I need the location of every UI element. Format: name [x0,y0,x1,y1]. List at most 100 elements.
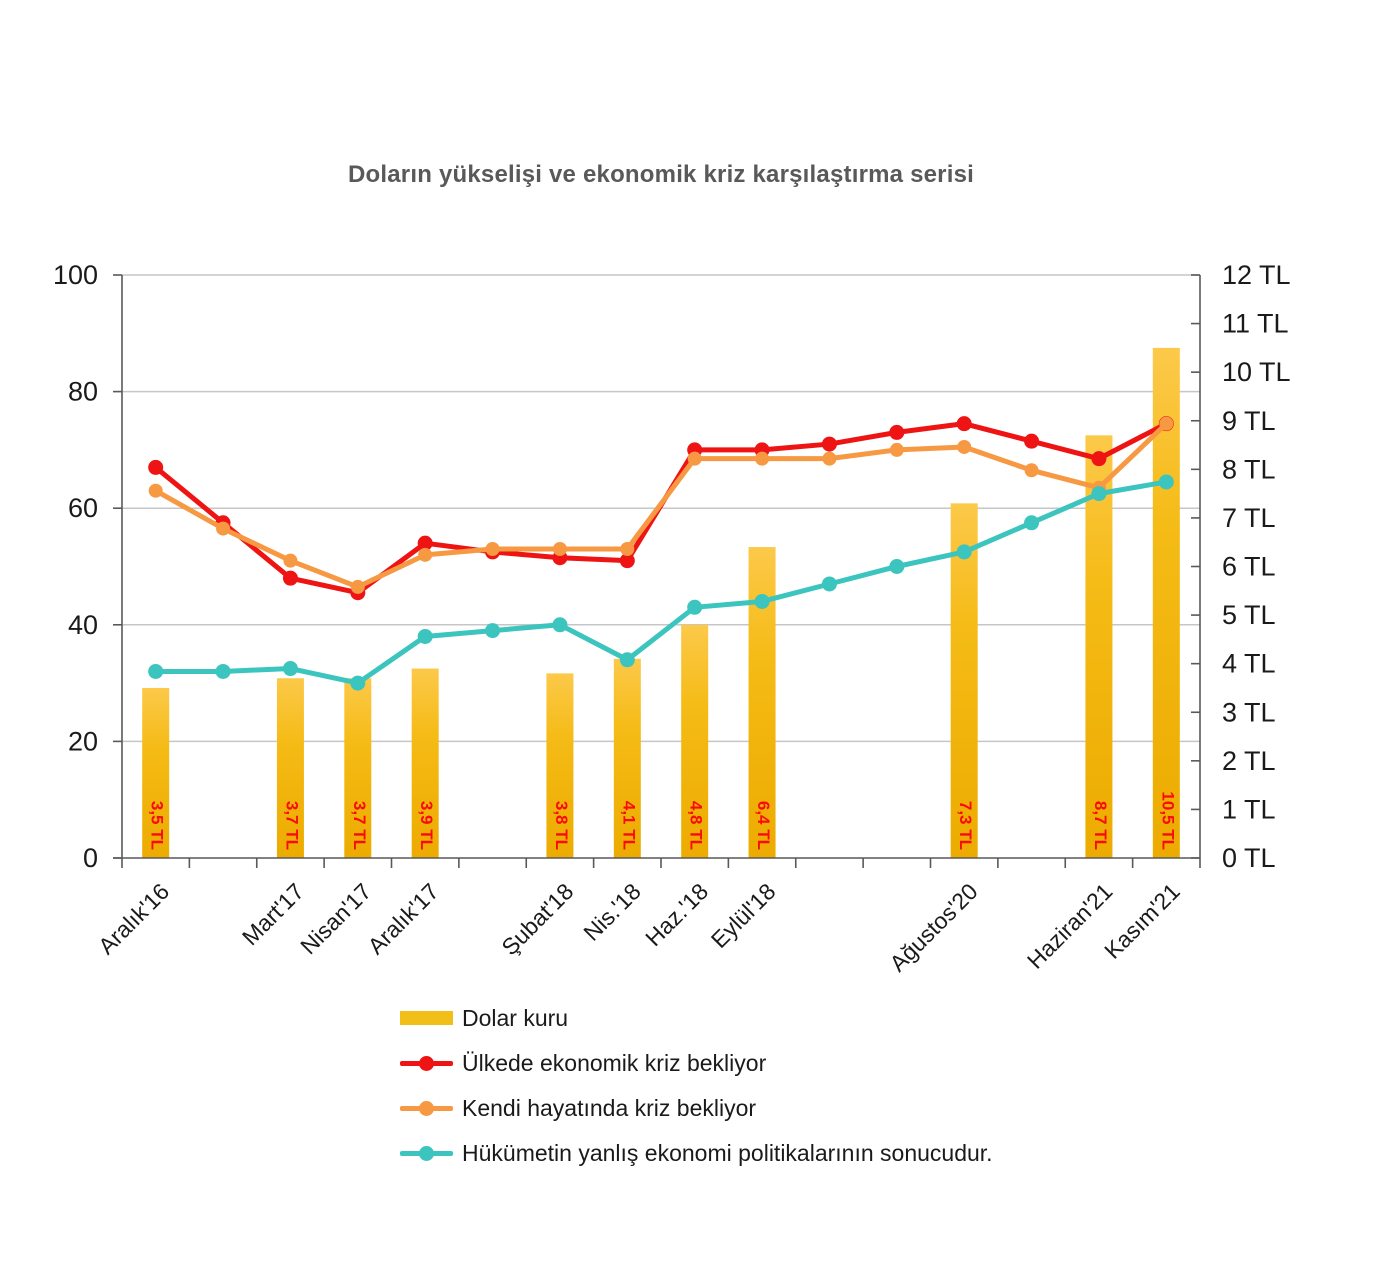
right-axis-tick-label: 3 TL [1222,697,1276,727]
marker-teal [821,576,837,592]
marker-red [956,416,972,432]
marker-teal [552,617,568,633]
bar-value-label: 7,3 TL [956,801,975,850]
bar-dolar-kuru [344,678,372,858]
marker-teal [889,559,905,574]
x-axis-category-label: Haziran'21 [1022,878,1118,974]
marker-teal [1158,474,1174,490]
marker-teal [619,652,635,668]
marker-red [1024,433,1040,449]
left-axis-tick-label: 0 [83,843,98,873]
bar-value-label: 3,9 TL [417,801,436,850]
marker-red [821,436,837,452]
right-axis-tick-label: 12 TL [1222,260,1291,290]
right-axis-tick-label: 4 TL [1222,649,1276,679]
marker-red [889,424,905,440]
x-axis-category-label: Aralık'17 [363,878,444,959]
marker-orange [1159,416,1174,431]
marker-teal [417,628,433,644]
bar-dolar-kuru [681,624,709,858]
legend-label: Hükümetin yanlış ekonomi politikalarının… [462,1139,993,1166]
marker-teal [148,663,164,679]
right-axis-tick-label: 7 TL [1222,503,1276,533]
x-axis-category-label: Nis.'18 [578,878,646,946]
bar-value-label: 3,5 TL [148,801,167,850]
marker-orange [889,442,904,457]
marker-orange [148,483,163,498]
right-axis-tick-label: 5 TL [1222,600,1276,630]
marker-orange [350,579,365,594]
bar-dolar-kuru [613,658,641,858]
marker-orange [957,439,972,454]
marker-orange [418,547,433,562]
marker-teal [1024,515,1040,531]
left-axis-tick-label: 20 [68,726,98,756]
chart-title: Doların yükselişi ve ekonomik kriz karşı… [348,161,974,188]
right-axis-tick-label: 10 TL [1222,357,1291,387]
x-axis-category-label: Haz.'18 [640,878,713,951]
bar-value-label: 4,1 TL [619,801,638,850]
bar-swatch-icon [400,1011,453,1025]
right-axis-tick-label: 0 TL [1222,843,1276,873]
x-axis-category-label: Ağustos'20 [884,878,982,976]
bar-value-label: 6,4 TL [754,801,773,850]
line-orange [153,421,1169,590]
legend-swatch-orange-line [400,1096,453,1120]
right-axis-tick-label: 6 TL [1222,552,1276,582]
marker-red [417,535,433,551]
left-axis-tick-label: 100 [53,260,98,290]
left-axis-tick-label: 60 [68,493,98,523]
marker-orange [283,553,298,568]
legend-item-dolar-kuru: Dolar kuru [400,1004,993,1031]
legend-label: Dolar kuru [462,1004,569,1031]
bar-value-label: 4,8 TL [687,801,706,850]
marker-red [1091,451,1107,467]
bar-dolar-kuru [411,668,439,858]
left-axis-tick-label: 80 [68,377,98,407]
bar-dolar-kuru [276,678,304,858]
bar-value-label: 8,7 TL [1091,801,1110,850]
marker-teal [282,661,298,677]
legend: Dolar kuru Ülkede ekonomik kriz bekliyor… [400,1004,993,1166]
x-axis-category-label: Şubat'18 [496,878,578,960]
marker-teal [350,675,366,691]
right-axis-tick-label: 8 TL [1222,454,1276,484]
bar-value-label: 3,7 TL [350,801,369,850]
right-axis-tick-label: 9 TL [1222,406,1276,436]
marker-red [282,570,298,586]
marker-red [619,553,635,569]
marker-swatch-icon [419,1056,434,1071]
bar-value-label: 10,5 TL [1158,791,1177,850]
marker-teal [754,593,770,609]
legend-swatch-teal-line [400,1141,453,1165]
bar-dolar-kuru [546,673,574,858]
marker-orange [822,451,837,466]
left-axis-tick-label: 40 [68,610,98,640]
marker-red [148,459,164,475]
marker-teal [485,623,501,639]
marker-orange [216,521,231,536]
right-axis-tick-label: 11 TL [1222,309,1289,339]
marker-orange [687,451,702,466]
marker-orange [552,542,567,557]
marker-orange [1024,463,1039,478]
marker-orange [485,542,500,557]
x-axis-category-label: Aralık'16 [93,878,174,959]
marker-orange [755,451,770,466]
legend-label: Kendi hayatında kriz bekliyor [462,1094,757,1121]
marker-teal [687,599,703,615]
marker-orange [620,542,635,557]
marker-teal [956,544,972,560]
legend-swatch-red-line [400,1051,453,1075]
x-axis-category-label: Eylül'18 [706,878,781,953]
legend-item-kendi-hayatinda-kriz: Kendi hayatında kriz bekliyor [400,1094,993,1121]
marker-teal [1091,486,1107,502]
bar-value-label: 3,8 TL [552,801,571,850]
bar-value-label: 3,7 TL [282,801,301,850]
x-axis-category-label: Kasım'21 [1099,878,1185,964]
line-teal [153,479,1169,686]
right-axis-tick-label: 1 TL [1222,794,1276,824]
x-axis-category-label: Nisan'17 [295,878,376,959]
